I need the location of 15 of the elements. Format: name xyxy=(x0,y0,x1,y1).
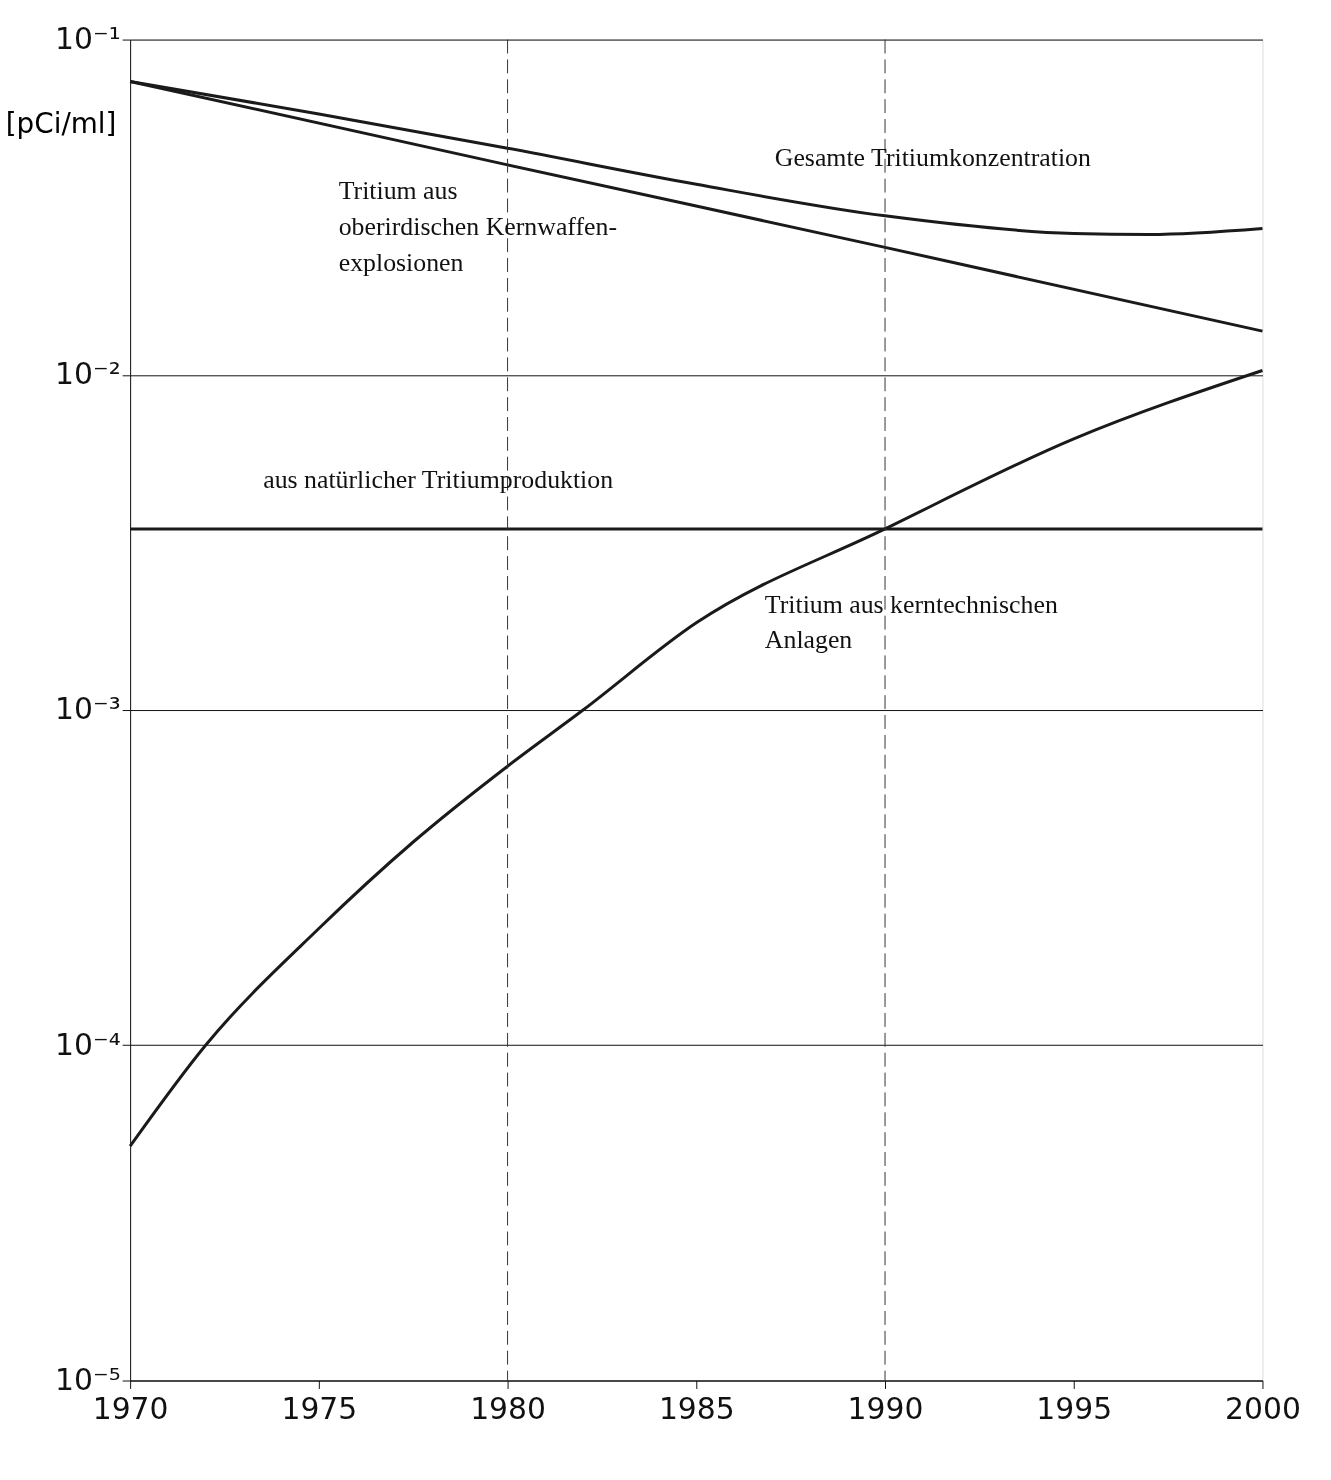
annotation: Gesamte Tritiumkonzentration xyxy=(774,142,1092,172)
y-tick-label: 10⁻⁴ xyxy=(55,1026,121,1062)
annotation: aus natürlicher Tritiumproduktion xyxy=(263,464,614,494)
annotation: Tritium aus oberirdischen Kernwaffen- explosionen xyxy=(338,176,618,278)
annotation: Tritium aus kerntechnischen Anlagen xyxy=(764,589,1058,655)
y-tick-label: 10⁻¹ xyxy=(55,21,121,57)
x-tick-label: 1980 xyxy=(470,1390,546,1426)
y-tick-label: 10⁻³ xyxy=(55,691,121,727)
x-tick-label: 1975 xyxy=(281,1390,358,1426)
x-tick-label: 1985 xyxy=(658,1390,735,1426)
y-axis-title: [pCi/ml] xyxy=(5,107,117,141)
x-tick-label: 1995 xyxy=(1036,1390,1113,1426)
x-tick-label: 1990 xyxy=(847,1390,924,1426)
x-tick-label: 2000 xyxy=(1225,1390,1301,1426)
y-tick-label: 10⁻² xyxy=(55,356,121,392)
